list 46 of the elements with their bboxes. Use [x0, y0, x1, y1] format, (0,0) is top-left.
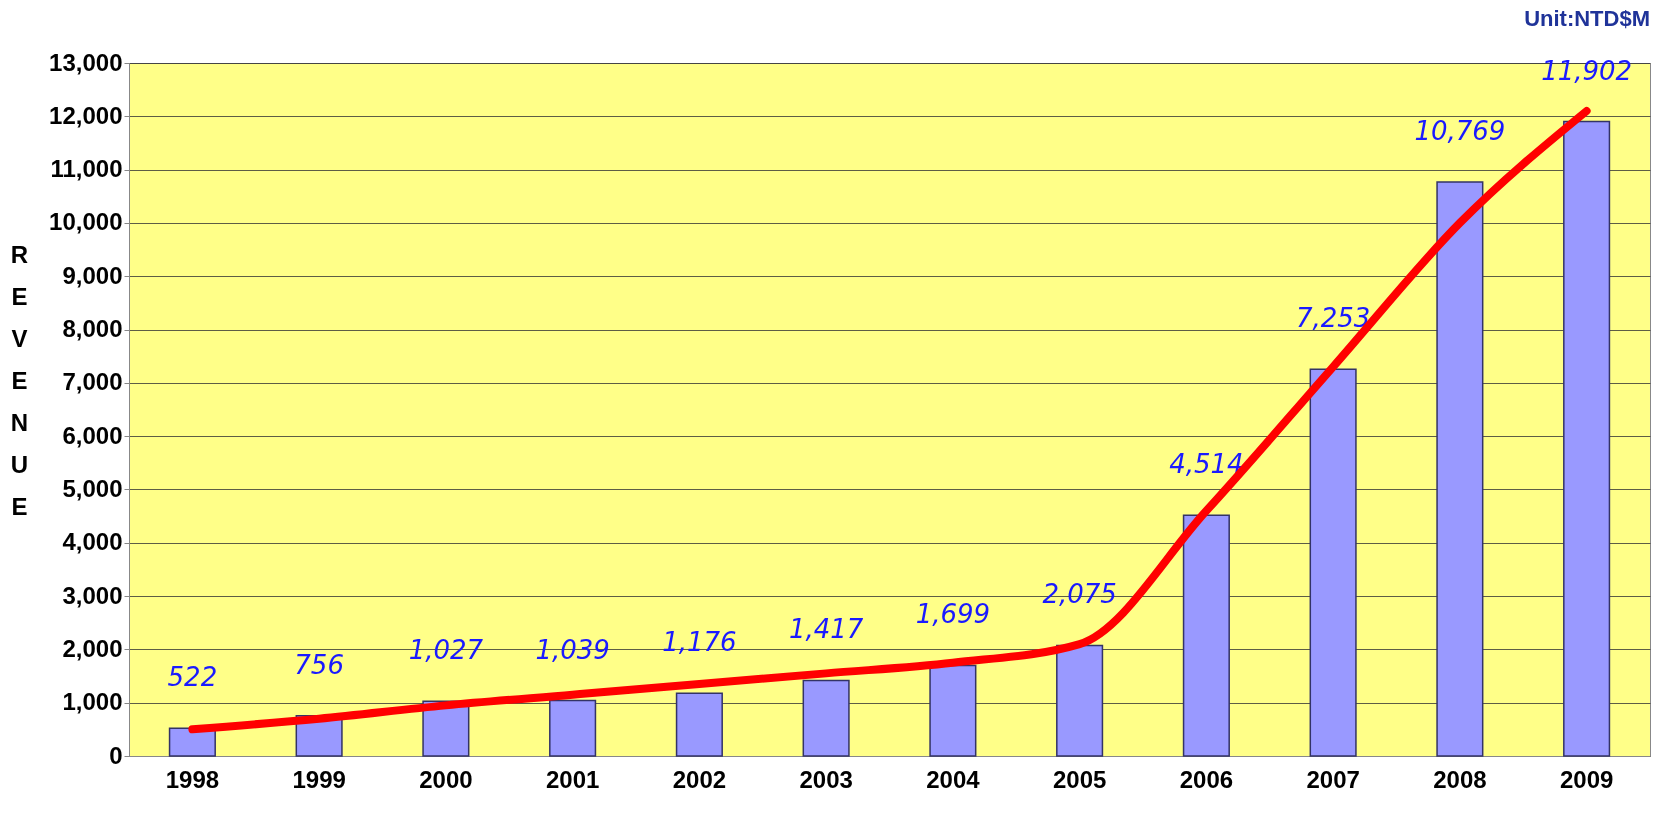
data-label: 7,253 [1295, 303, 1371, 334]
bar [1309, 368, 1357, 757]
y-axis-title: REVENUE [10, 240, 29, 520]
y-tick-label: 9,000 [62, 261, 123, 289]
y-tick-label: 5,000 [62, 474, 123, 502]
y-tick-label: 7,000 [62, 368, 123, 396]
x-tick-label: 1999 [292, 765, 346, 793]
bar [549, 699, 597, 757]
y-tick-label: 11,000 [50, 155, 123, 183]
x-tick-label: 2004 [926, 765, 981, 793]
x-tick-label: 1998 [165, 765, 220, 793]
bar [1436, 181, 1484, 757]
y-tick-label: 12,000 [49, 101, 123, 129]
y-tick-label: 3,000 [62, 581, 123, 609]
y-tick-label: 6,000 [62, 421, 123, 449]
y-tick-label: 0 [109, 741, 123, 769]
x-tick-label: 2001 [545, 765, 600, 793]
data-label: 1,699 [915, 599, 991, 630]
x-tick-label: 2003 [799, 765, 853, 793]
data-label: 10,769 [1414, 115, 1506, 146]
x-tick-label: 2006 [1179, 765, 1234, 793]
bar [1182, 514, 1230, 757]
bar [802, 679, 850, 757]
x-tick-label: 2002 [672, 765, 727, 793]
data-label: 4,514 [1169, 449, 1244, 480]
bar [675, 692, 723, 757]
data-label: 522 [167, 662, 218, 693]
x-tick-label: 2009 [1559, 765, 1614, 793]
bar [929, 664, 977, 757]
x-tick-label: 2008 [1433, 765, 1487, 793]
text: Unit:NTD$M [1524, 6, 1650, 31]
y-tick-label: 10,000 [49, 208, 123, 236]
y-tick-label: 8,000 [62, 315, 123, 343]
data-label: 11,902 [1541, 55, 1633, 86]
y-tick-label: 13,000 [49, 48, 123, 76]
x-tick-label: 2000 [419, 765, 473, 793]
data-label: 756 [294, 649, 344, 680]
x-tick-label: 2007 [1306, 765, 1360, 793]
y-tick-label: 2,000 [62, 634, 123, 662]
data-label: 1,417 [788, 614, 864, 645]
bar [168, 727, 216, 757]
bar [1563, 120, 1611, 757]
x-tick-label: 2005 [1052, 765, 1107, 793]
y-tick-label: 1,000 [62, 688, 123, 716]
bar [1056, 644, 1104, 757]
y-tick-label: 4,000 [62, 528, 123, 556]
